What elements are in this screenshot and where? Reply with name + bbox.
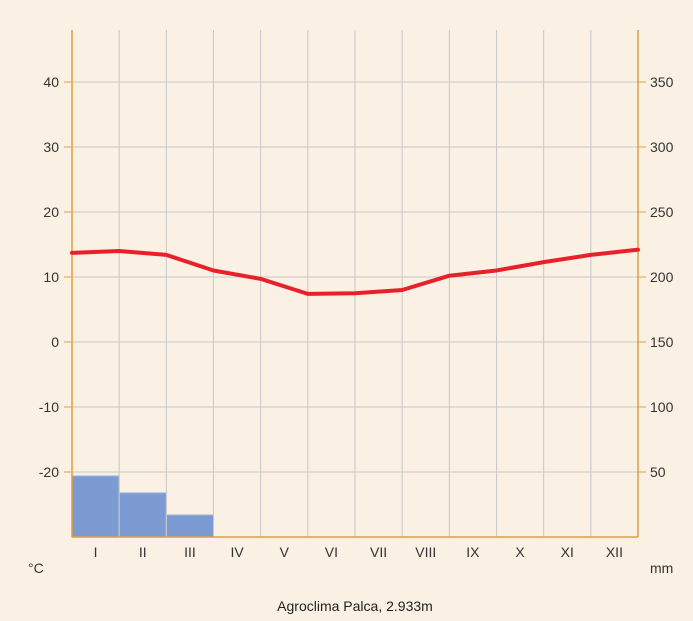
month-label-X: X — [515, 544, 525, 560]
right-tick-label: 100 — [650, 399, 674, 415]
month-label-IX: IX — [466, 544, 480, 560]
temperature-series — [70, 247, 640, 296]
month-label-VIII: VIII — [415, 544, 436, 560]
month-label-VII: VII — [370, 544, 387, 560]
right-tick-label: 350 — [650, 74, 674, 90]
right-tick-label: 150 — [650, 334, 674, 350]
left-tick-label: 10 — [43, 269, 59, 285]
month-label-XI: XI — [561, 544, 574, 560]
chart-caption: Agroclima Palca, 2.933m — [277, 598, 433, 614]
precip-bar-II — [118, 492, 167, 538]
grid — [72, 30, 638, 537]
month-label-V: V — [280, 544, 290, 560]
precip-bar-III — [165, 514, 214, 538]
temperature-line — [70, 247, 640, 296]
left-axis-unit: °C — [28, 560, 44, 576]
left-tick-label: 30 — [43, 139, 59, 155]
right-tick-label: 200 — [650, 269, 674, 285]
right-tick-label: 50 — [650, 464, 666, 480]
left-tick-label: 20 — [43, 204, 59, 220]
right-axis-unit: mm — [650, 560, 673, 576]
right-tick-label: 250 — [650, 204, 674, 220]
month-label-III: III — [184, 544, 196, 560]
month-label-II: II — [139, 544, 147, 560]
precip-bar-I — [71, 475, 120, 538]
left-tick-label: 0 — [51, 334, 59, 350]
axes — [64, 30, 646, 538]
left-tick-label: -20 — [39, 464, 59, 480]
precipitation-bars — [71, 475, 214, 538]
month-label-I: I — [94, 544, 98, 560]
right-tick-label: 300 — [650, 139, 674, 155]
left-tick-label: -10 — [39, 399, 59, 415]
left-tick-label: 40 — [43, 74, 59, 90]
month-label-VI: VI — [325, 544, 338, 560]
month-label-IV: IV — [230, 544, 244, 560]
month-label-XII: XII — [606, 544, 623, 560]
